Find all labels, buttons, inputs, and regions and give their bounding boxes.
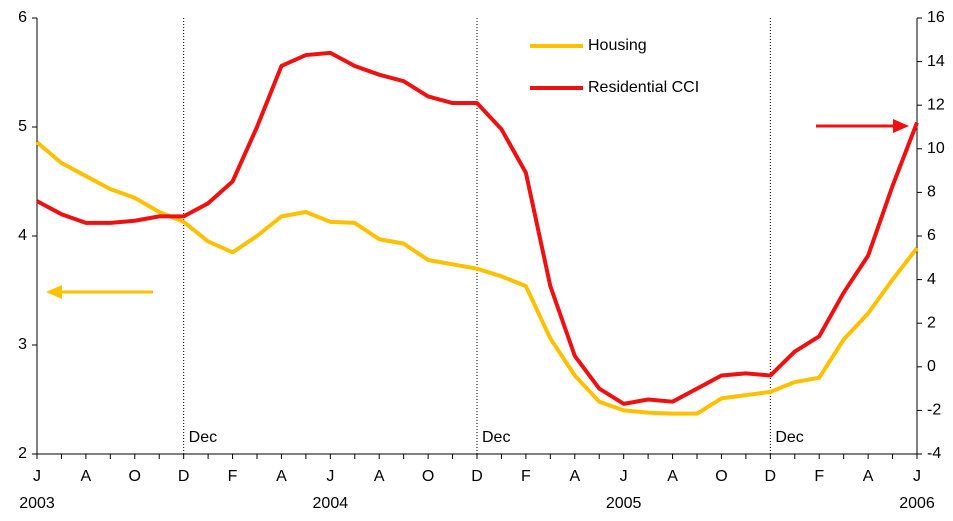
y2-tick-label: -2 [927,402,941,419]
dec-label: Dec [482,429,510,446]
x-tick-label: D [765,468,777,485]
year-label: 2006 [899,495,935,512]
year-label: 2004 [313,495,349,512]
year-label: 2003 [19,495,55,512]
x-tick-label: A [374,468,385,485]
series-line [36,50,919,406]
x-tick-label: D [471,468,483,485]
x-tick-label: J [326,468,334,485]
dec-label: Dec [189,429,217,446]
x-tick-label: O [129,468,141,485]
y2-tick-label: 14 [927,53,945,70]
x-tick-label: F [814,468,824,485]
x-tick-label: F [228,468,238,485]
y-tick-label: 5 [18,118,27,135]
dec-label: Dec [775,429,803,446]
y2-tick-label: 16 [927,9,945,26]
y-tick-label: 6 [18,9,27,26]
y-tick-label: 4 [18,227,27,244]
x-tick-label: J [620,468,628,485]
y2-tick-label: 0 [927,358,936,375]
x-tick-label: A [81,468,92,485]
y2-tick-label: 4 [927,271,936,288]
x-tick-label: J [33,468,41,485]
left-arrow [46,285,153,299]
legend-label: Residential CCI [588,79,699,96]
x-tick-label: A [276,468,287,485]
y-tick-label: 2 [18,445,27,462]
year-label: 2005 [606,495,642,512]
x-tick-label: O [422,468,434,485]
y2-tick-label: 12 [927,96,945,113]
y2-tick-label: 8 [927,184,936,201]
y2-tick-label: 10 [927,140,945,157]
right-arrow [816,119,909,133]
y-tick-label: 3 [18,336,27,353]
x-tick-label: A [569,468,580,485]
series-line [35,140,919,416]
x-tick-label: O [715,468,727,485]
x-tick-label: A [667,468,678,485]
x-tick-label: J [913,468,921,485]
y2-tick-label: -4 [927,445,941,462]
x-tick-label: F [521,468,531,485]
x-tick-label: A [863,468,874,485]
y2-tick-label: 2 [927,314,936,331]
y2-tick-label: 6 [927,227,936,244]
legend-label: Housing [588,37,647,54]
x-tick-label: D [178,468,190,485]
